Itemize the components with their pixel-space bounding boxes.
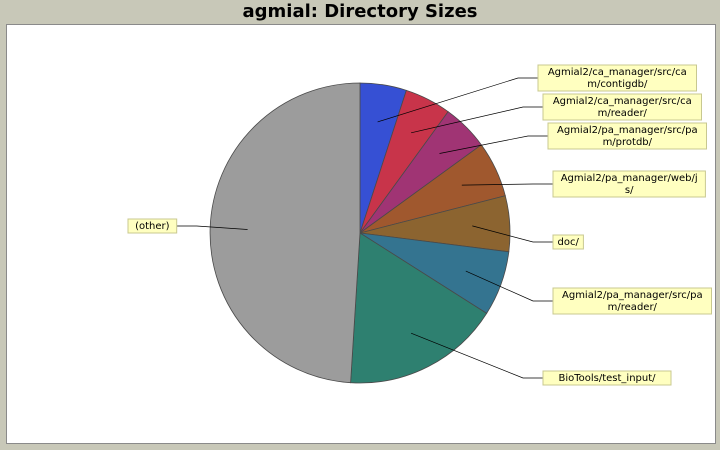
slice-label-box: [542, 93, 702, 121]
leader-line: [439, 135, 548, 154]
slice-label: Agmial2/ca_manager/src/ca m/reader/: [553, 96, 692, 119]
slice-label-line: doc/: [558, 237, 580, 248]
chart-title: agmial: Directory Sizes: [242, 1, 478, 22]
slice-label-box: [552, 170, 706, 198]
slice-label-line: Agmial2/pa_manager/src/pa: [562, 290, 703, 301]
slice-label-box: [552, 287, 712, 315]
slice-label-line: s/: [625, 185, 634, 196]
slice-label: Agmial2/pa_manager/src/pa m/protdb/: [557, 125, 698, 148]
slice-label-box: [542, 370, 672, 386]
leader-line: [461, 183, 553, 186]
slice-label-line: m/protdb/: [603, 137, 653, 148]
leader-line: [411, 106, 543, 134]
slice-label: doc/: [558, 237, 580, 248]
slice-label-line: m/contigdb/: [587, 79, 648, 90]
leader-line: [176, 225, 248, 230]
slice-label-box: [547, 122, 707, 150]
slice-label-line: Agmial2/ca_manager/src/ca: [548, 67, 687, 78]
leader-lines: [176, 77, 553, 379]
slice-label-line: Agmial2/ca_manager/src/ca: [553, 96, 692, 107]
slice-label-line: BioTools/test_input/: [558, 373, 656, 384]
slice-label-line: Agmial2/pa_manager/web/j: [561, 173, 698, 184]
slice-label-line: Agmial2/pa_manager/src/pa: [557, 125, 698, 136]
pie-slice: [350, 232, 488, 384]
slice-label-line: m/reader/: [608, 302, 658, 313]
slice-label: (other): [135, 221, 170, 232]
slice-label: BioTools/test_input/: [558, 373, 656, 384]
leader-line: [465, 270, 553, 302]
slice-label-line: m/reader/: [598, 108, 648, 119]
slice-label-box: [552, 234, 584, 250]
pie-slice: [209, 82, 361, 384]
leader-line: [377, 77, 538, 123]
leader-line: [410, 332, 543, 379]
slice-labels: Agmial2/ca_manager/src/ca m/contigdb/Agmi…: [127, 64, 712, 386]
slice-label: Agmial2/pa_manager/web/j s/: [561, 173, 698, 196]
slice-label: Agmial2/ca_manager/src/ca m/contigdb/: [548, 67, 687, 90]
slice-label-box: [537, 64, 697, 92]
slice-label-box: [127, 218, 178, 234]
slice-label: Agmial2/pa_manager/src/pa m/reader/: [562, 290, 703, 313]
pie-slices: [209, 82, 511, 384]
leader-line: [472, 225, 553, 243]
slice-label-line: (other): [135, 221, 170, 232]
